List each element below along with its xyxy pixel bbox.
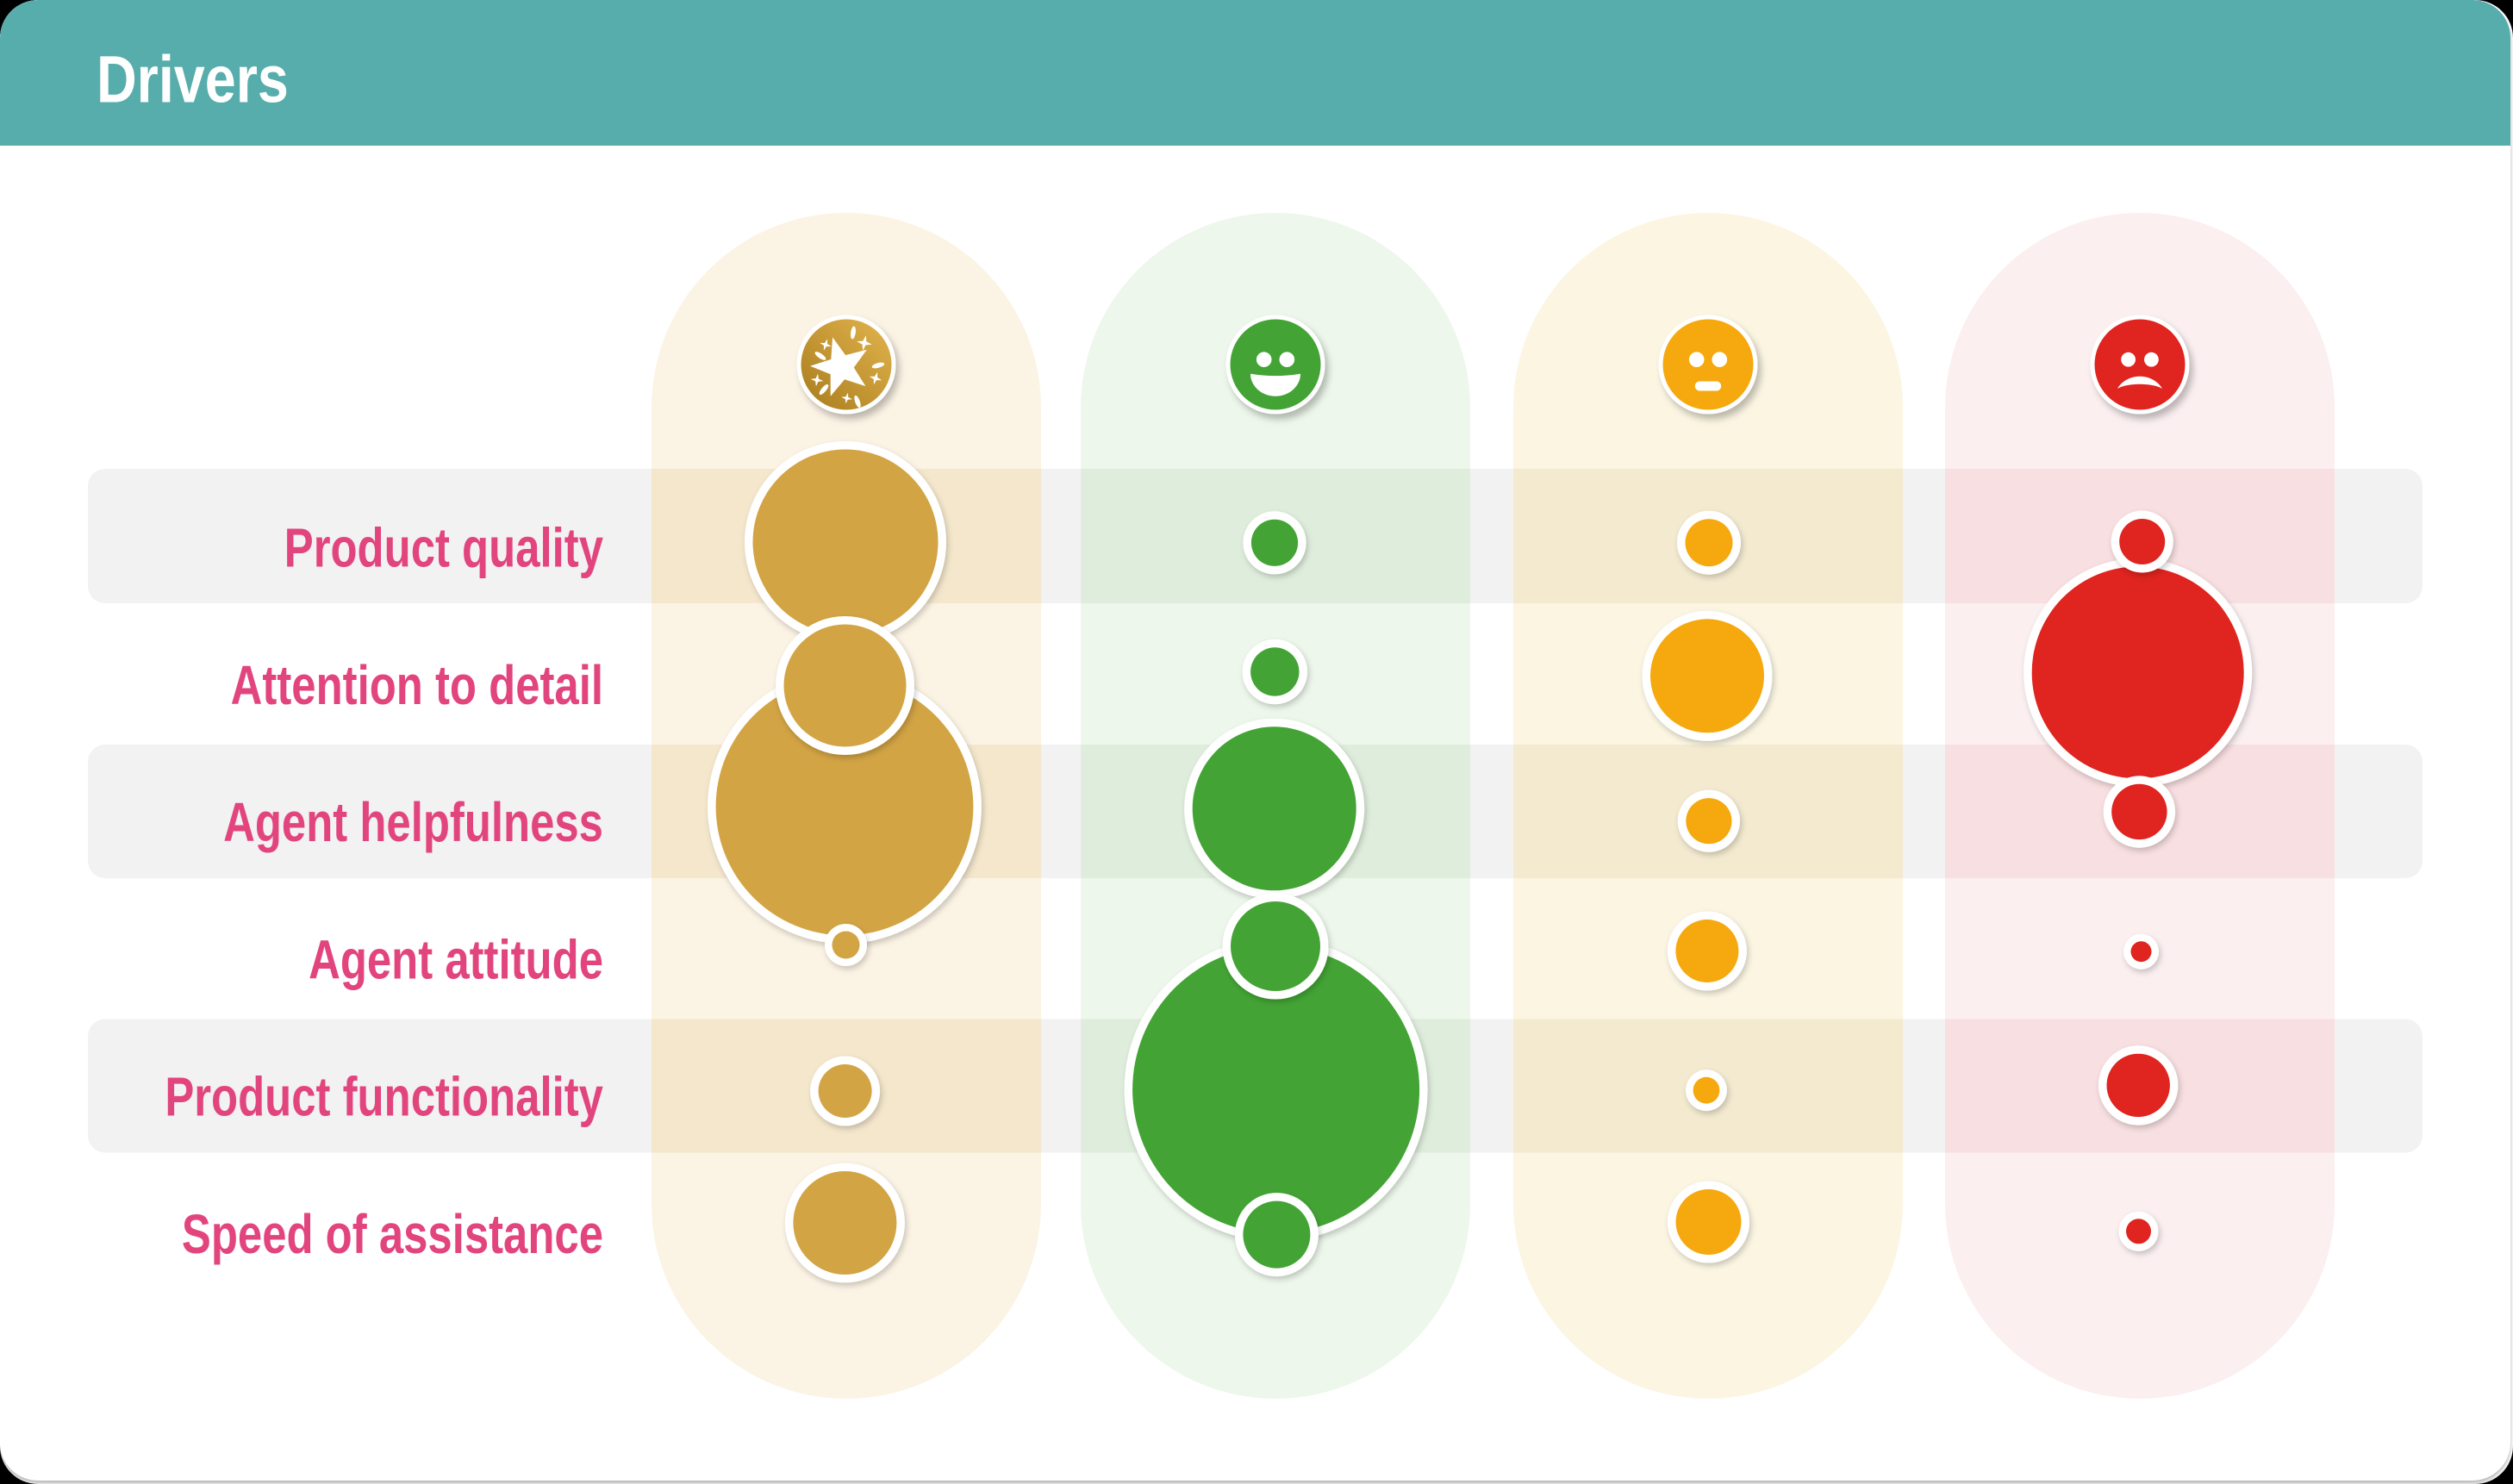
svg-text:Agent attitude: Agent attitude xyxy=(309,930,603,991)
svg-text:Agent helpfulness: Agent helpfulness xyxy=(223,793,603,854)
svg-text:Product quality: Product quality xyxy=(284,518,603,579)
svg-text:Speed of assistance: Speed of assistance xyxy=(182,1205,603,1266)
svg-text:Drivers: Drivers xyxy=(97,43,289,117)
svg-text:Attention to detail: Attention to detail xyxy=(231,655,603,716)
svg-text:Product functionality: Product functionality xyxy=(165,1067,603,1128)
